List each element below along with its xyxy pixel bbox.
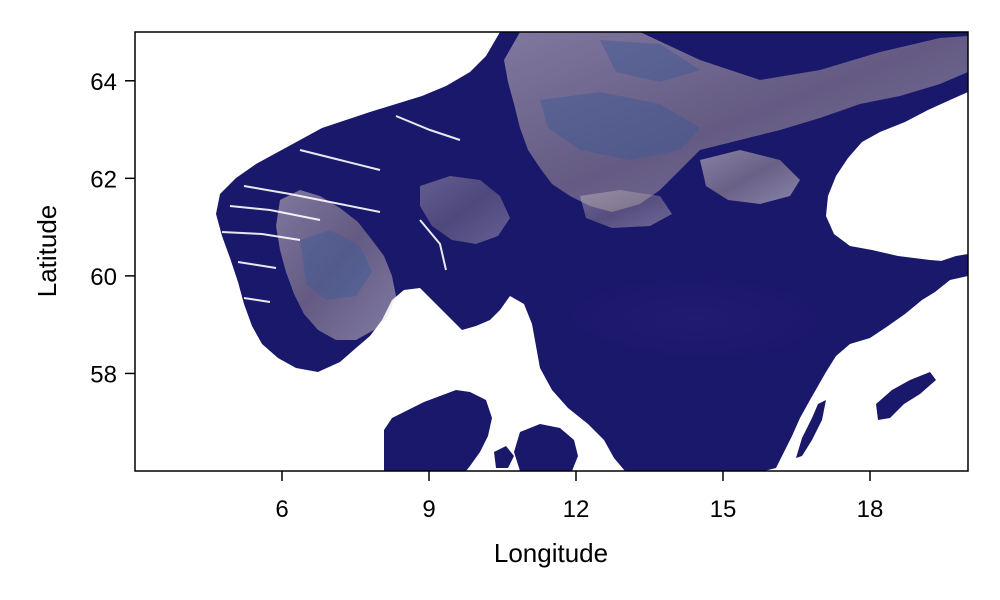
x-axis-title: Longitude <box>494 538 608 568</box>
x-tick-label: 9 <box>422 496 435 523</box>
y-tick-label: 60 <box>90 264 117 291</box>
x-axis: 6 9 12 15 18 <box>275 471 883 523</box>
x-tick-label: 6 <box>275 496 288 523</box>
lake-region <box>560 276 830 362</box>
aland-islands <box>938 254 968 276</box>
oland-island <box>796 400 826 458</box>
x-tick-label: 12 <box>563 496 590 523</box>
funen-island <box>494 446 514 468</box>
y-tick-label: 58 <box>90 361 117 388</box>
gotland-island <box>876 372 936 420</box>
y-tick-label: 64 <box>90 69 117 96</box>
y-axis-title: Latitude <box>32 205 62 298</box>
valley-layer <box>300 40 700 300</box>
plot-frame <box>134 31 969 472</box>
x-tick-label: 15 <box>710 496 737 523</box>
zealand-island <box>514 424 578 471</box>
highland-layer <box>276 32 968 340</box>
y-tick-label: 62 <box>90 166 117 193</box>
scandinavia-land <box>216 32 968 471</box>
x-tick-label: 18 <box>857 496 884 523</box>
terrain-layer <box>216 32 968 471</box>
denmark-land <box>384 390 492 471</box>
fjord-layer <box>221 115 461 303</box>
y-axis: 58 60 62 64 <box>90 69 135 388</box>
